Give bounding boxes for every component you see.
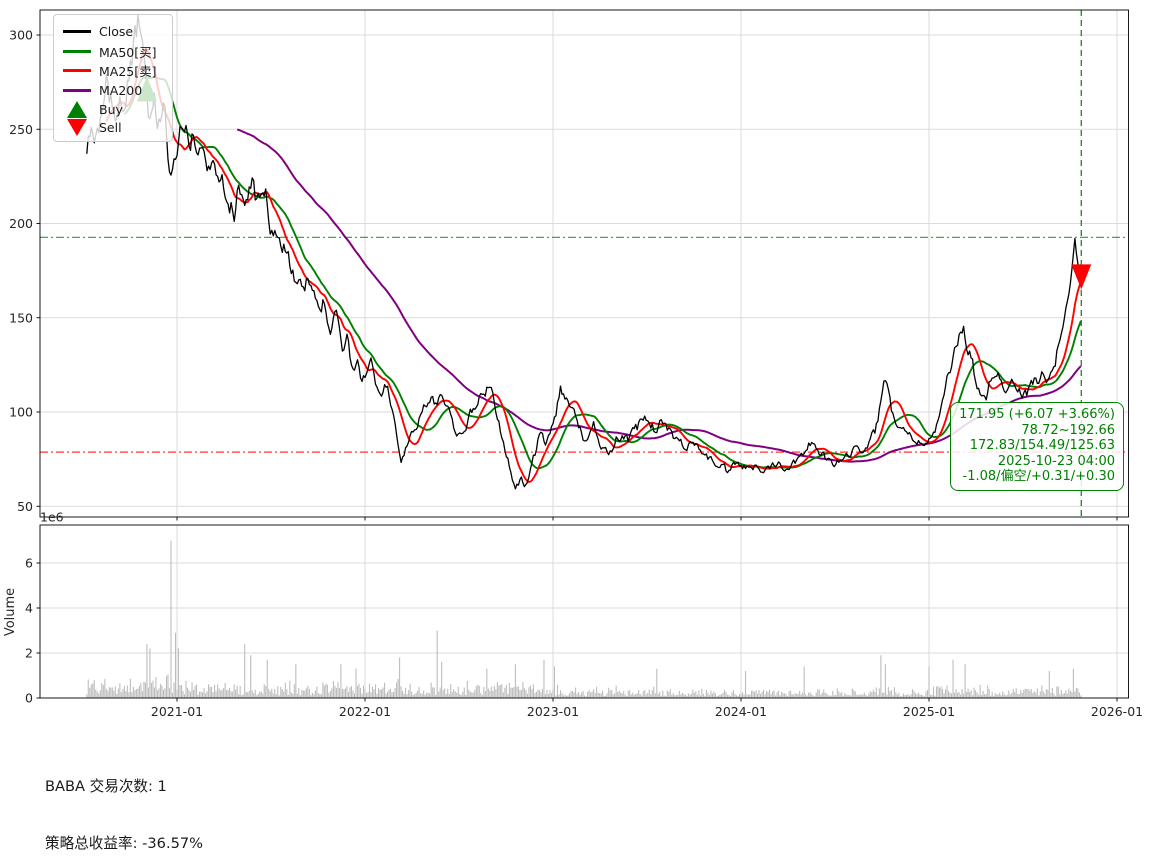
volume-tick-label: 4	[25, 601, 33, 616]
info-annotation: 171.95 (+6.07 +3.66%) 78.72~192.66 172.8…	[950, 402, 1124, 491]
ma200-line	[236, 128, 1082, 463]
ma50-line-swatch-icon	[62, 49, 92, 53]
x-tick-label: 2022-01	[339, 704, 391, 719]
ma25-line-swatch-icon	[62, 69, 92, 73]
y-tick-label: 150	[9, 310, 33, 325]
annotation-line-range: 78.72~192.66	[1021, 422, 1115, 438]
legend-label: Sell	[99, 119, 122, 135]
legend-item-sell: Sell	[62, 118, 166, 136]
sell-marker-icon	[1071, 264, 1092, 290]
y-tick-label: 100	[9, 405, 33, 420]
footer-trade-count: BABA 交易次数: 1	[45, 777, 167, 795]
legend-label: MA50[买]	[99, 44, 157, 60]
summary-footer: BABA 交易次数: 1 策略总收益率: -36.57% 长期持有收益: -36…	[45, 738, 522, 863]
sell-triangle-icon	[62, 118, 92, 136]
main-plot-border	[39, 9, 1129, 518]
y-tick-label: 250	[9, 122, 33, 137]
legend-label: Close	[99, 24, 134, 40]
legend-item-ma200: MA200	[62, 81, 166, 101]
annotation-line-mas: 172.83/154.49/125.63	[969, 438, 1115, 454]
x-tick-label: 2026-01	[1091, 704, 1143, 719]
annotation-line-signal: -1.08/偏空/+0.31/+0.30	[962, 469, 1115, 485]
y-tick-label: 200	[9, 216, 33, 231]
volume-offset-label: 1e6	[40, 510, 64, 525]
volume-plot-border	[39, 524, 1129, 699]
close-line	[86, 14, 1082, 490]
annotation-line-price: 171.95 (+6.07 +3.66%)	[959, 407, 1115, 422]
legend: Close MA50[买] MA25[卖] MA200 Buy Sell	[53, 14, 173, 142]
ma50-line	[123, 75, 1082, 470]
legend-label: MA200	[99, 82, 143, 98]
ma200-line-swatch-icon	[62, 88, 92, 92]
x-tick-label: 2024-01	[715, 704, 767, 719]
volume-tick-label: 0	[25, 691, 33, 706]
x-tick-label: 2021-01	[151, 704, 203, 719]
legend-item-ma25: MA25[卖]	[62, 61, 166, 81]
axis-labels: 50 100 150 200 250 300 0 2 4 6 2021-01 2022-01 2023-…	[3, 28, 1143, 720]
y-tick-label: 50	[17, 499, 33, 514]
x-tick-label: 2023-01	[527, 704, 579, 719]
close-line-swatch-icon	[62, 30, 92, 34]
annotation-line-date: 2025-10-23 04:00	[997, 453, 1115, 469]
x-tick-label: 2025-01	[903, 704, 955, 719]
grid-lines	[40, 10, 1129, 698]
legend-item-ma50: MA50[买]	[62, 42, 166, 62]
legend-label: MA25[卖]	[99, 64, 157, 80]
legend-label: Buy	[99, 101, 123, 117]
footer-strategy-return: 策略总收益率: -36.57%	[45, 835, 204, 853]
legend-item-close: Close	[62, 22, 166, 42]
volume-tick-label: 6	[25, 556, 33, 571]
ma25-line	[105, 47, 1082, 483]
volume-axis-title: Volume	[3, 588, 18, 636]
buy-triangle-icon	[62, 100, 92, 118]
y-tick-label: 300	[9, 28, 33, 43]
volume-tick-label: 2	[25, 646, 33, 661]
legend-item-buy: Buy	[62, 100, 166, 118]
volume-bars	[86, 540, 1082, 698]
